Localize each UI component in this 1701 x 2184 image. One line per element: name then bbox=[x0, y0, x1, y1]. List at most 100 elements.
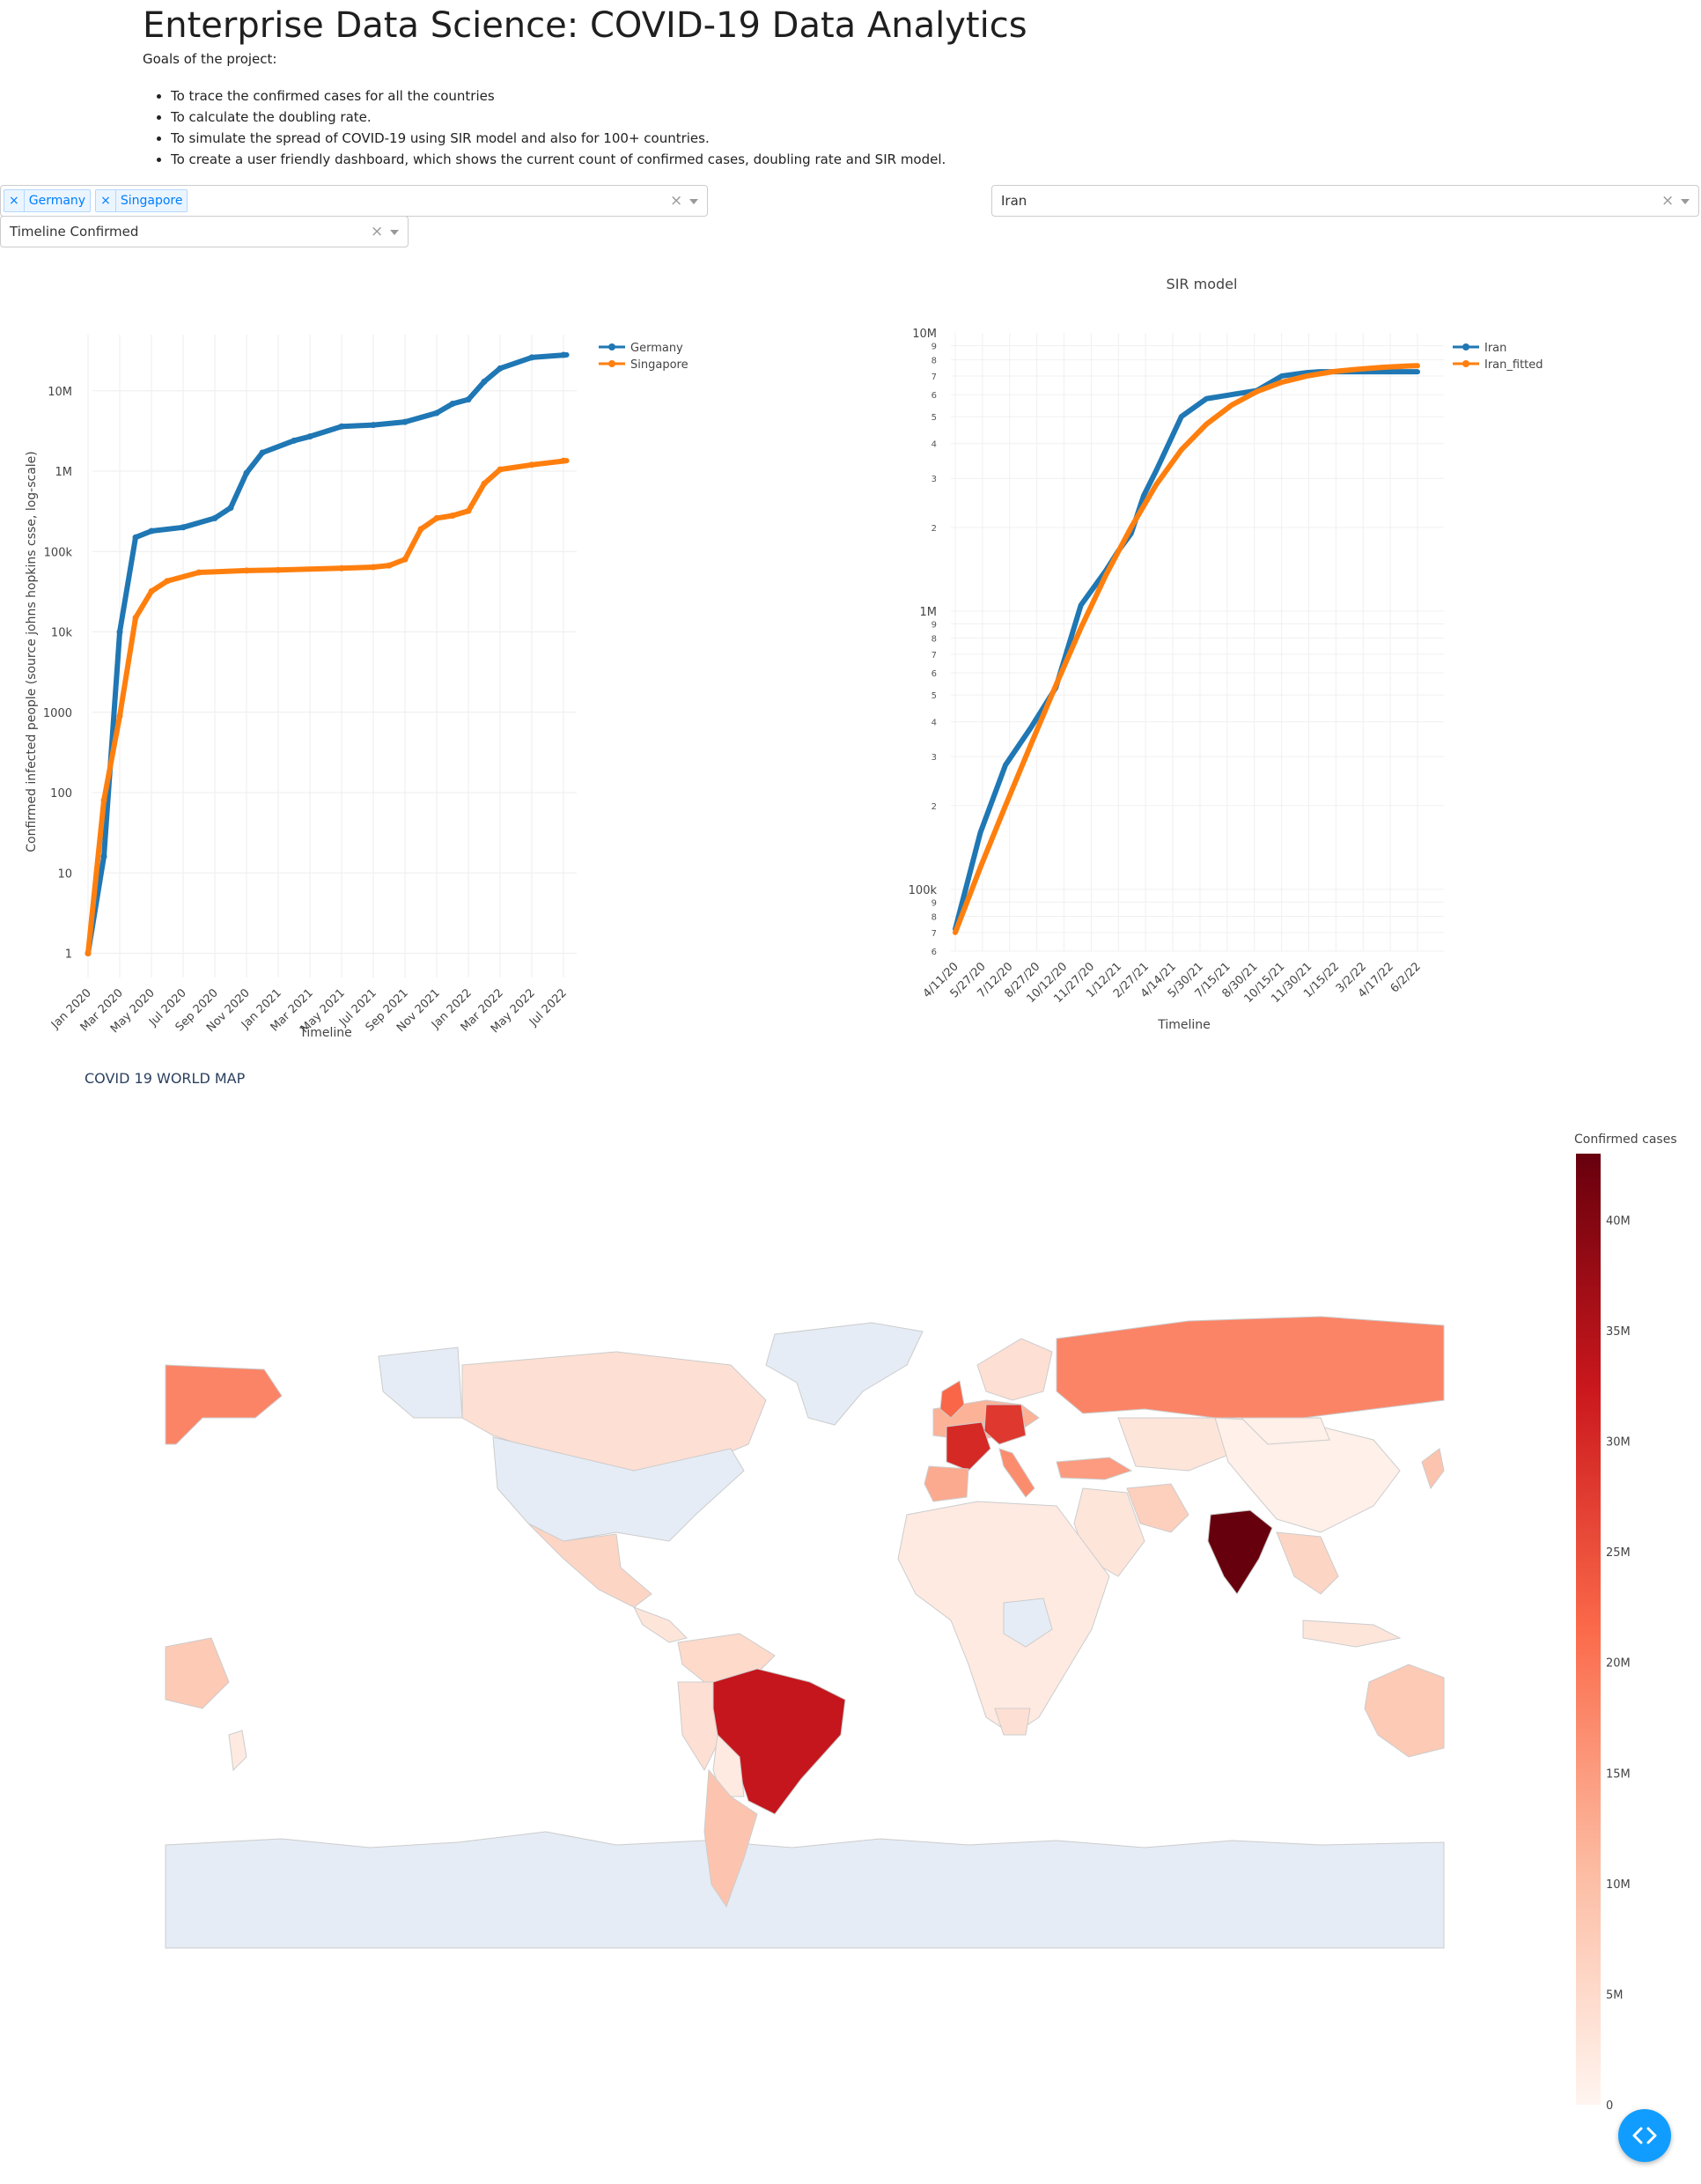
legend-marker bbox=[608, 360, 615, 367]
chevron-down-icon[interactable] bbox=[689, 199, 698, 204]
y-minor-tick-label: 2 bbox=[932, 802, 937, 812]
data-point-germany bbox=[449, 400, 456, 407]
y-minor-tick-label: 8 bbox=[932, 913, 937, 923]
country-china bbox=[1214, 1417, 1401, 1533]
tag-singapore: × Singapore bbox=[95, 189, 188, 212]
data-point-singapore bbox=[132, 614, 139, 621]
country-france bbox=[946, 1421, 991, 1472]
data-point-germany bbox=[433, 410, 440, 417]
series-line-iran_fitted bbox=[953, 363, 1420, 935]
y-minor-tick-label: 3 bbox=[932, 475, 937, 484]
y-minor-tick-label: 9 bbox=[932, 898, 937, 908]
country-multiselect[interactable]: × Germany × Singapore × bbox=[0, 185, 708, 217]
country-mexico bbox=[527, 1523, 652, 1608]
data-point-germany bbox=[132, 534, 139, 541]
clear-icon[interactable]: × bbox=[1661, 192, 1675, 210]
clear-icon[interactable]: × bbox=[371, 223, 384, 240]
y-tick-label: 100 bbox=[50, 787, 72, 801]
y-minor-tick-label: 4 bbox=[932, 440, 937, 450]
country-mongolia bbox=[1240, 1417, 1330, 1445]
data-point-germany bbox=[180, 524, 187, 531]
country-russia bbox=[1056, 1316, 1445, 1419]
data-point-germany bbox=[401, 418, 409, 425]
goal-item: To simulate the spread of COVID-19 using… bbox=[171, 128, 946, 149]
remove-germany-icon[interactable]: × bbox=[4, 190, 25, 211]
sir-model-chart[interactable]: SIR model6789234567892345678910M1M100k4/… bbox=[872, 264, 1701, 1057]
remove-singapore-icon[interactable]: × bbox=[96, 190, 116, 211]
data-point-singapore bbox=[417, 526, 424, 533]
y-tick-label: 1000 bbox=[43, 707, 72, 720]
data-point-germany bbox=[116, 629, 123, 636]
y-minor-tick-label: 4 bbox=[932, 719, 937, 728]
country-kazakhstan-central-asia bbox=[1117, 1417, 1233, 1472]
sir-country-select[interactable]: Iran × bbox=[991, 185, 1699, 217]
legend-marker bbox=[1462, 343, 1469, 350]
data-point-germany bbox=[528, 354, 535, 361]
x-tick-label: 6/2/22 bbox=[1388, 960, 1424, 995]
data-point-germany bbox=[100, 853, 107, 860]
chevron-down-icon[interactable] bbox=[390, 230, 399, 235]
data-point-germany bbox=[465, 396, 472, 403]
data-point-germany bbox=[148, 528, 155, 535]
metric-select[interactable]: Timeline Confirmed × bbox=[0, 216, 409, 247]
data-point-singapore bbox=[386, 562, 393, 569]
y-minor-tick-label: 8 bbox=[932, 635, 937, 645]
goals-heading: Goals of the project: bbox=[143, 51, 277, 67]
y-tick-label: 10k bbox=[51, 627, 73, 640]
y-tick-label: 1M bbox=[920, 606, 938, 619]
data-point-germany bbox=[497, 365, 504, 372]
data-point-singapore bbox=[481, 480, 488, 487]
y-minor-tick-label: 5 bbox=[932, 413, 937, 423]
data-point-singapore bbox=[275, 566, 282, 573]
data-point-germany bbox=[259, 449, 266, 456]
data-point-germany bbox=[370, 422, 377, 429]
world-map[interactable]: Confirmed cases 0 5M 10M 15M 20M 25M 30M 35M 40M bbox=[0, 1101, 1701, 2158]
data-point-singapore bbox=[497, 466, 504, 473]
data-point-germany bbox=[211, 514, 218, 521]
tag-label: Germany bbox=[28, 194, 86, 208]
data-point-singapore bbox=[195, 569, 202, 576]
country-central-america bbox=[632, 1606, 688, 1643]
code-toggle-button[interactable] bbox=[1618, 2109, 1671, 2162]
y-minor-tick-label: 5 bbox=[932, 691, 937, 701]
country-italy bbox=[998, 1448, 1035, 1498]
country-argentina-chile bbox=[703, 1768, 758, 1908]
country-southeast-asia bbox=[1276, 1531, 1339, 1595]
data-point-singapore bbox=[148, 587, 155, 594]
code-icon bbox=[1632, 2127, 1657, 2144]
country-japan bbox=[1421, 1448, 1445, 1490]
y-minor-tick-label: 9 bbox=[932, 342, 937, 351]
selected-value: Iran bbox=[1001, 193, 1027, 209]
y-minor-tick-label: 7 bbox=[932, 651, 937, 660]
y-minor-tick-label: 2 bbox=[932, 524, 937, 534]
legend-label: Singapore bbox=[630, 358, 688, 372]
data-point-germany bbox=[306, 433, 313, 440]
colorbar bbox=[1576, 1154, 1601, 2105]
data-point-singapore bbox=[528, 461, 535, 469]
colorbar-tick-label: 30M bbox=[1606, 1436, 1631, 1450]
selected-value: Timeline Confirmed bbox=[10, 224, 139, 240]
country-uk bbox=[939, 1380, 965, 1419]
chart-title: SIR model bbox=[1167, 276, 1238, 292]
chevron-down-icon[interactable] bbox=[1681, 199, 1690, 204]
y-minor-tick-label: 8 bbox=[932, 357, 937, 366]
data-point-singapore bbox=[433, 514, 440, 521]
data-point-germany bbox=[560, 351, 567, 358]
clear-icon[interactable]: × bbox=[670, 192, 683, 210]
data-point-singapore bbox=[401, 556, 409, 563]
tag-germany: × Germany bbox=[4, 189, 92, 212]
y-minor-tick-label: 7 bbox=[932, 373, 937, 382]
data-point-singapore bbox=[116, 712, 123, 719]
data-point-singapore bbox=[465, 507, 472, 514]
page-title: Enterprise Data Science: COVID-19 Data A… bbox=[143, 5, 1027, 46]
country-alaska bbox=[378, 1347, 463, 1419]
country-greenland bbox=[765, 1322, 924, 1426]
colorbar-tick-label: 20M bbox=[1606, 1657, 1631, 1671]
series-line-germany bbox=[85, 351, 570, 956]
country-russia-far-east bbox=[165, 1364, 283, 1445]
country-bolivia-paraguay bbox=[712, 1733, 745, 1797]
selected-tags: × Germany × Singapore bbox=[4, 189, 188, 212]
y-axis-label: Confirmed infected people (source johns … bbox=[25, 451, 39, 852]
map-title: COVID 19 WORLD MAP bbox=[85, 1070, 246, 1087]
